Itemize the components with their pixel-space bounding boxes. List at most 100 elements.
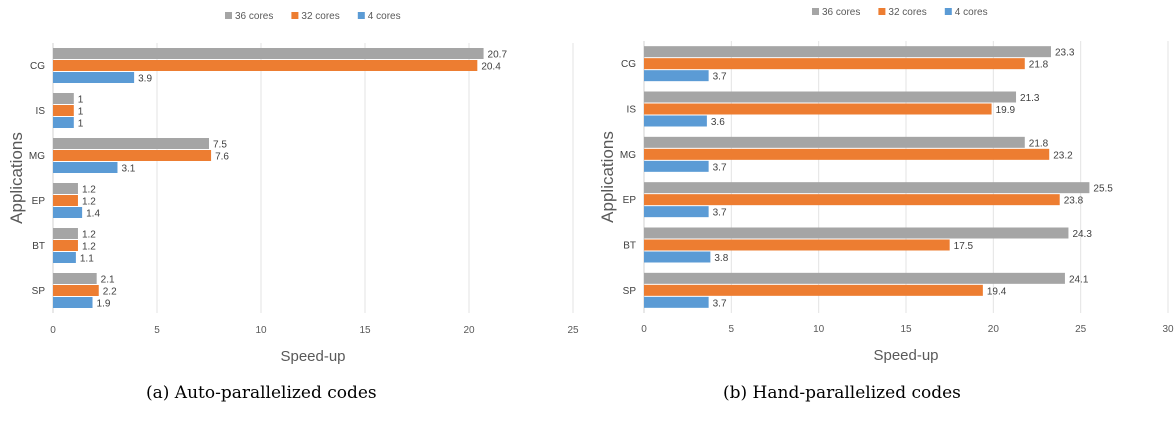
x-tick-label: 5 [154, 325, 160, 336]
data-label: 19.4 [987, 286, 1007, 297]
category-label: SP [623, 286, 637, 297]
category-label: MG [29, 151, 45, 162]
chart-hand-parallelized: 36 cores 32 cores 4 cores 0 5 10 15 20 25 30 CG 23.… [598, 7, 1174, 364]
data-label: 1 [78, 95, 84, 106]
legend-label: 36 cores [235, 11, 273, 22]
x-tick-label: 15 [900, 324, 912, 335]
x-tick-label: 10 [255, 325, 267, 336]
data-label: 24.1 [1069, 274, 1089, 285]
data-label: 3.7 [713, 162, 727, 173]
data-label: 3.7 [713, 72, 727, 83]
bar [53, 60, 478, 71]
legend-swatch [225, 12, 232, 19]
data-label: 3.7 [713, 208, 727, 219]
data-label: 1.2 [82, 242, 96, 253]
caption-auto-parallelized: (a) Auto-parallelized codes [146, 383, 377, 403]
x-tick-label: 5 [729, 324, 735, 335]
x-tick-label: 10 [813, 324, 825, 335]
x-axis-title: Speed-up [280, 348, 345, 365]
category-label: IS [36, 106, 46, 117]
bar [644, 91, 1017, 103]
data-label: 3.9 [138, 74, 152, 85]
x-tick-label: 0 [50, 325, 56, 336]
category-label: SP [32, 286, 46, 297]
category-label: BT [32, 241, 45, 252]
category-label: CG [30, 61, 45, 72]
bar [53, 240, 78, 251]
bar [644, 160, 709, 172]
bar [644, 239, 950, 251]
x-tick-label: 15 [359, 325, 371, 336]
legend-swatch [944, 8, 952, 15]
legend-label: 4 cores [955, 7, 988, 18]
x-tick-label: 20 [463, 325, 475, 336]
bar [53, 48, 484, 59]
legend-label: 36 cores [822, 7, 860, 18]
chart-panel-hand: 36 cores 32 cores 4 cores 0 5 10 15 20 25 30 CG 23.… [590, 0, 1174, 423]
bar [644, 284, 983, 296]
data-label: 2.1 [101, 275, 115, 286]
category-label: MG [620, 150, 636, 161]
data-label: 23.2 [1053, 150, 1073, 161]
data-label: 1.2 [82, 197, 96, 208]
legend-label: 4 cores [368, 11, 401, 22]
data-label: 3.6 [711, 117, 725, 128]
category-label: IS [627, 105, 637, 116]
legend-swatch [812, 8, 819, 15]
caption-hand-parallelized: (b) Hand-parallelized codes [723, 383, 961, 403]
data-label: 3.8 [714, 253, 728, 264]
chart-panel-auto: 36 cores 32 cores 4 cores 0 5 10 15 20 25 CG 20.7 2… [7, 11, 579, 403]
data-label: 25.5 [1093, 184, 1113, 195]
data-label: 23.3 [1055, 48, 1075, 59]
x-tick-label: 0 [641, 324, 647, 335]
bar [644, 46, 1051, 58]
data-label: 2.2 [103, 287, 117, 298]
x-axis-title: Speed-up [873, 347, 938, 364]
data-label: 3.7 [713, 298, 727, 309]
legend-swatch [357, 12, 365, 19]
data-label: 21.8 [1029, 138, 1049, 149]
data-label: 21.3 [1020, 93, 1040, 104]
data-label: 1.2 [82, 185, 96, 196]
bar [644, 182, 1090, 194]
data-label: 20.7 [488, 50, 508, 61]
bar [53, 183, 78, 194]
data-label: 1.9 [97, 299, 111, 310]
bar [644, 148, 1050, 160]
legend-swatch [878, 8, 886, 15]
bar [53, 138, 209, 149]
bar [53, 228, 78, 239]
data-label: 1.1 [80, 254, 94, 265]
data-label: 1.2 [82, 230, 96, 241]
y-axis-title: Applications [7, 132, 26, 224]
category-label: EP [623, 195, 637, 206]
bar [53, 297, 93, 308]
category-label: CG [621, 59, 636, 70]
bar [53, 207, 83, 218]
bar [644, 206, 709, 218]
bar [644, 296, 709, 308]
category-label: EP [32, 196, 46, 207]
data-label: 1.4 [86, 209, 100, 220]
data-label: 3.1 [121, 164, 135, 175]
bar [53, 93, 74, 104]
bar [53, 117, 74, 128]
data-label: 23.8 [1064, 196, 1084, 207]
x-tick-label: 25 [1075, 324, 1087, 335]
category-label: BT [623, 241, 636, 252]
x-tick-label: 20 [988, 324, 1000, 335]
data-label: 21.8 [1029, 60, 1049, 71]
data-label: 19.9 [996, 105, 1016, 116]
bar [53, 252, 76, 263]
bar [644, 272, 1065, 284]
bar [644, 194, 1060, 206]
bar [644, 103, 992, 115]
data-label: 20.4 [481, 62, 501, 73]
bar [53, 273, 97, 284]
legend-label: 32 cores [301, 11, 339, 22]
data-label: 1 [78, 107, 84, 118]
data-label: 17.5 [954, 241, 974, 252]
bar [644, 58, 1025, 70]
legend-swatch [291, 12, 299, 19]
bar [53, 162, 118, 173]
